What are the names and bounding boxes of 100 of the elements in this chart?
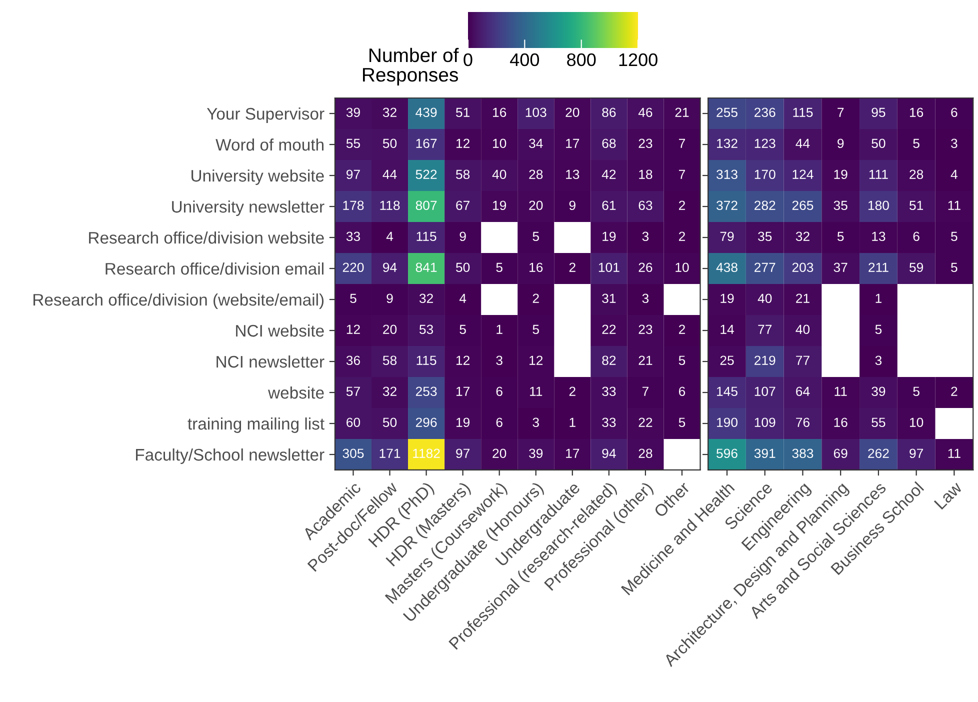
- data-label: 253: [416, 386, 437, 396]
- data-label: 97: [456, 448, 470, 458]
- data-label: 5: [913, 386, 920, 396]
- color-bar-label: 1200: [619, 53, 658, 66]
- data-label: 3: [951, 138, 958, 148]
- y-tick-label: Research office/division email: [106, 262, 324, 275]
- data-label: 18: [639, 170, 652, 180]
- data-label: 6: [496, 418, 502, 428]
- data-label: 4: [386, 232, 394, 241]
- data-label: 596: [716, 448, 738, 458]
- y-tick-label: Word of mouth: [216, 138, 324, 151]
- data-label: 109: [754, 418, 776, 428]
- data-label: 35: [758, 232, 772, 242]
- data-label: 19: [720, 294, 734, 304]
- data-label: 33: [602, 386, 616, 396]
- data-label: 6: [496, 386, 502, 396]
- data-label: 12: [346, 324, 360, 334]
- data-label: 32: [419, 294, 433, 304]
- data-label: 167: [416, 138, 437, 148]
- data-label: 7: [838, 108, 844, 117]
- data-label: 28: [529, 170, 543, 180]
- data-label: 36: [346, 356, 360, 366]
- data-label: 23: [638, 138, 652, 148]
- data-label: 6: [678, 386, 686, 396]
- data-label: 3: [532, 418, 539, 428]
- data-label: 5: [951, 262, 958, 272]
- data-label: 277: [754, 262, 776, 272]
- data-label: 171: [380, 448, 400, 458]
- data-label: 255: [716, 108, 738, 118]
- data-label: 313: [716, 170, 738, 180]
- data-label: 2: [678, 200, 685, 210]
- data-label: 11: [948, 448, 960, 458]
- data-label: 14: [720, 324, 734, 334]
- data-label: 296: [416, 418, 437, 428]
- data-label: 132: [717, 138, 738, 148]
- data-label: 13: [566, 170, 580, 180]
- data-label: 124: [792, 170, 814, 179]
- y-tick-label: University newsletter: [172, 200, 324, 216]
- data-label: 178: [343, 200, 364, 210]
- x-tick-label: Law: [934, 480, 963, 510]
- data-label: 3: [642, 232, 649, 242]
- data-label: 57: [346, 386, 360, 396]
- data-label: 111: [869, 170, 888, 179]
- data-label: 11: [948, 200, 960, 210]
- data-label: 58: [382, 356, 397, 366]
- data-label: 17: [456, 386, 470, 396]
- data-label: 3: [496, 356, 502, 366]
- data-label: 59: [910, 262, 924, 272]
- data-label: 9: [460, 232, 466, 242]
- data-label: 40: [796, 324, 810, 334]
- data-label: 145: [717, 386, 738, 396]
- data-label: 20: [383, 324, 397, 334]
- data-label: 40: [492, 170, 506, 180]
- data-label: 51: [910, 200, 924, 210]
- data-label: 115: [416, 232, 436, 242]
- color-bar-label: 800: [567, 53, 596, 66]
- data-label: 33: [602, 418, 616, 428]
- data-label: 53: [419, 324, 434, 334]
- data-label: 23: [638, 324, 652, 334]
- data-label: 40: [758, 294, 772, 304]
- data-label: 39: [346, 108, 360, 118]
- data-label: 372: [716, 200, 738, 210]
- data-label: 807: [416, 200, 437, 210]
- data-label: 220: [342, 262, 364, 272]
- data-label: 118: [380, 200, 400, 210]
- data-label: 46: [638, 108, 652, 118]
- data-label: 5: [460, 324, 466, 334]
- data-label: 5: [678, 356, 686, 366]
- y-tick-label: NCI newsletter: [216, 355, 324, 368]
- data-label: 17: [566, 448, 580, 458]
- data-label: 25: [720, 356, 734, 366]
- data-label: 37: [834, 262, 848, 272]
- data-label: 39: [529, 448, 543, 458]
- data-label: 12: [456, 138, 470, 148]
- data-label: 3: [875, 356, 882, 366]
- data-label: 439: [416, 108, 437, 118]
- data-label: 5: [532, 232, 539, 242]
- data-label: 1: [876, 294, 882, 303]
- data-label: 5: [913, 138, 920, 148]
- data-label: 10: [910, 418, 924, 428]
- data-label: 32: [382, 108, 396, 118]
- data-label: 19: [493, 200, 506, 210]
- y-tick-label: Your Supervisor: [206, 107, 324, 123]
- data-label: 19: [456, 418, 470, 428]
- data-label: 22: [602, 324, 616, 334]
- data-label: 44: [796, 138, 810, 148]
- data-label: 2: [951, 386, 958, 396]
- data-label: 67: [456, 200, 470, 210]
- data-label: 60: [346, 418, 360, 428]
- data-label: 20: [529, 200, 543, 210]
- data-label: 282: [754, 200, 776, 210]
- y-tick-label: Research office/division (website/email): [34, 293, 324, 309]
- data-label: 7: [678, 170, 685, 179]
- data-label: 55: [872, 418, 886, 428]
- data-label: 101: [598, 262, 620, 272]
- data-label: 16: [910, 108, 924, 118]
- data-label: 28: [638, 448, 652, 458]
- data-label: 61: [602, 200, 616, 210]
- data-label: 438: [716, 262, 738, 272]
- data-label: 4: [950, 170, 958, 179]
